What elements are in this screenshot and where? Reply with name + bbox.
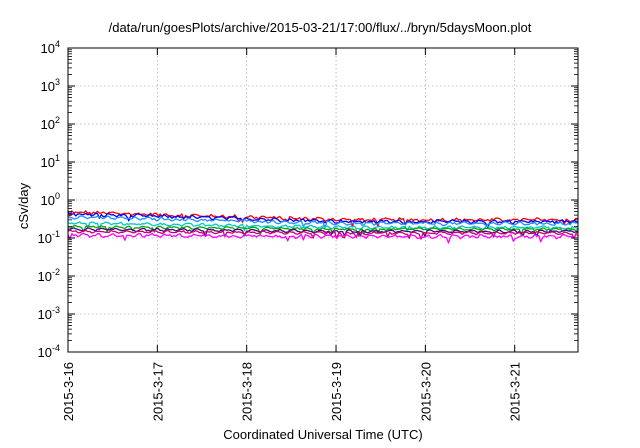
y-tick-label: 100 xyxy=(41,191,60,208)
y-tick-label: 101 xyxy=(41,153,60,170)
x-tick-label: 2015-3-17 xyxy=(150,362,165,421)
y-tick-label: 10-3 xyxy=(38,305,60,322)
x-axis-label: Coordinated Universal Time (UTC) xyxy=(223,427,423,442)
series-line-5 xyxy=(67,227,578,238)
grid-lines xyxy=(68,48,578,352)
data-series xyxy=(67,210,579,244)
y-tick-label: 103 xyxy=(41,77,60,94)
y-tick-label: 10-4 xyxy=(38,343,60,360)
y-tick-label: 104 xyxy=(41,39,60,56)
chart-title: /data/run/goesPlots/archive/2015-03-21/1… xyxy=(108,20,532,35)
series-line-3 xyxy=(67,221,579,234)
x-tick-label: 2015-3-16 xyxy=(61,362,76,421)
y-tick-label: 102 xyxy=(41,115,60,132)
x-tick-label: 2015-3-21 xyxy=(508,362,523,421)
x-tick-label: 2015-3-18 xyxy=(240,362,255,421)
series-line-7 xyxy=(67,232,579,244)
axis-ticks xyxy=(67,47,578,353)
x-tick-label: 2015-3-20 xyxy=(418,362,433,421)
x-tick-label: 2015-3-19 xyxy=(329,362,344,421)
x-tick-labels: 2015-3-16 2015-3-17 2015-3-18 2015-3-19 2015… xyxy=(61,362,523,421)
y-tick-label: 10-1 xyxy=(38,229,60,246)
y-tick-labels: 104 103 102 101 100 10-1 10-2 10-3 10-4 xyxy=(38,39,60,360)
series-line-1 xyxy=(67,212,578,229)
y-tick-label: 10-2 xyxy=(38,267,60,284)
series-line-2 xyxy=(67,215,579,229)
series-line-0 xyxy=(67,210,579,228)
